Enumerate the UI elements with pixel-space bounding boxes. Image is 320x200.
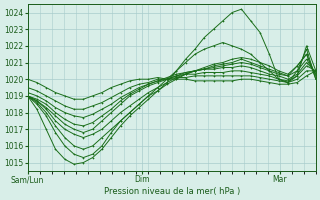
X-axis label: Pression niveau de la mer( hPa ): Pression niveau de la mer( hPa ) xyxy=(104,187,240,196)
